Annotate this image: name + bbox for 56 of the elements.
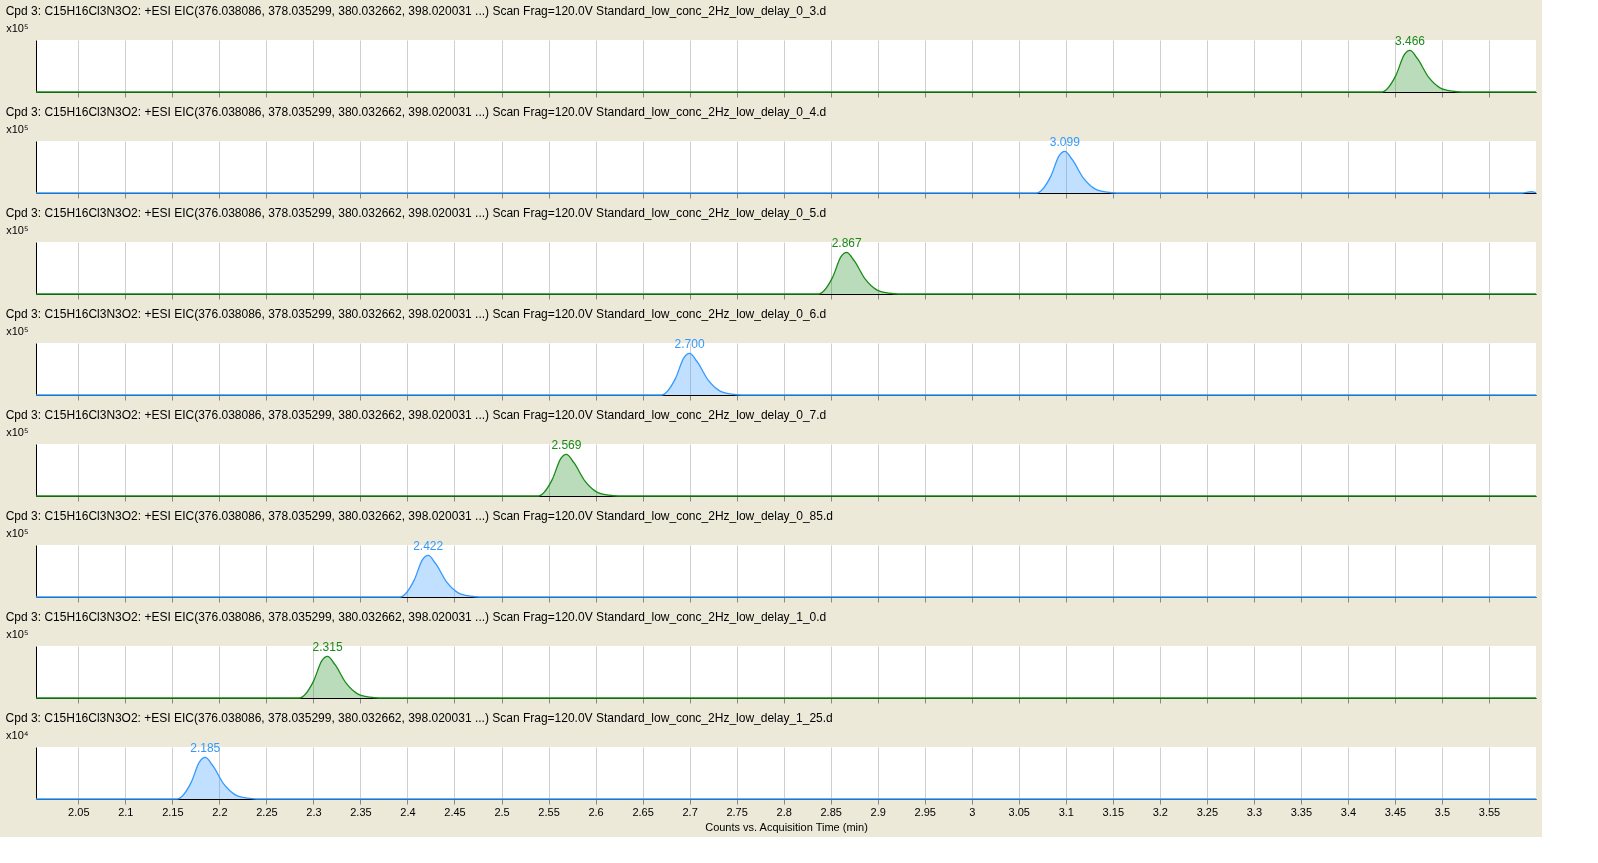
y-axis-title: x10⁵ bbox=[6, 21, 29, 34]
x-tick-label: 3.15 bbox=[1102, 805, 1125, 818]
y-axis-title: x10⁵ bbox=[6, 526, 29, 539]
x-tick-label: 2.4 bbox=[400, 805, 416, 818]
x-tick-label: 2.55 bbox=[538, 805, 560, 818]
y-axis-title: x10⁵ bbox=[6, 627, 29, 640]
x-tick-label: 2.8 bbox=[776, 805, 792, 818]
chart-title: Cpd 3: C15H16Cl3N3O2: +ESI EIC(376.038086, 378.035299, 380.032662, 398.020031 ...) Scan Frag=120.0V Standard_low_conc_2Hz_low_delay_1_0.d bbox=[5, 610, 827, 624]
x-tick-label: 2.6 bbox=[588, 805, 604, 818]
annotation: 2.569 bbox=[551, 438, 582, 453]
y-axis-title: x10⁵ bbox=[6, 425, 29, 438]
x-axis-title: Counts vs. Acquisition Time (min) bbox=[705, 820, 868, 833]
x-tick-label: 2.85 bbox=[820, 805, 842, 818]
x-tick-label: 3.05 bbox=[1008, 805, 1030, 818]
x-tick-label: 3.4 bbox=[1340, 805, 1357, 818]
x-tick-label: 2.65 bbox=[632, 805, 654, 818]
y-axis-title: x10⁴ bbox=[6, 728, 29, 741]
chart-title: Cpd 3: C15H16Cl3N3O2: +ESI EIC(376.038086, 378.035299, 380.032662, 398.020031 ...) Scan Frag=120.0V Standard_low_conc_2Hz_low_delay_0_6.d bbox=[5, 307, 827, 321]
chart-title: Cpd 3: C15H16Cl3N3O2: +ESI EIC(376.038086, 378.035299, 380.032662, 398.020031 ...) Scan Frag=120.0V Standard_low_conc_2Hz_low_delay_1_25.d bbox=[5, 711, 833, 725]
x-tick-label: 2.05 bbox=[68, 805, 90, 818]
annotation: 2.185 bbox=[190, 741, 221, 756]
x-tick-label: 2.2 bbox=[212, 805, 228, 818]
x-tick-label: 2.95 bbox=[914, 805, 936, 818]
annotation: 3.466 bbox=[1394, 34, 1426, 49]
x-tick-label: 3.3 bbox=[1246, 805, 1263, 818]
x-tick-label: 3.25 bbox=[1196, 805, 1219, 818]
x-tick-label: 2.7 bbox=[682, 805, 698, 818]
x-tick-label: 2.35 bbox=[350, 805, 372, 818]
chart-title: Cpd 3: C15H16Cl3N3O2: +ESI EIC(376.038086, 378.035299, 380.032662, 398.020031 ...) Scan Frag=120.0V Standard_low_conc_2Hz_low_delay_0_7.d bbox=[5, 408, 827, 422]
chart-title: Cpd 3: C15H16Cl3N3O2: +ESI EIC(376.038086, 378.035299, 380.032662, 398.020031 ...) Scan Frag=120.0V Standard_low_conc_2Hz_low_delay_0_5.d bbox=[5, 206, 827, 220]
y-axis-title: x10⁵ bbox=[6, 223, 29, 236]
annotation: 3.099 bbox=[1049, 135, 1081, 150]
x-tick-label: 2.15 bbox=[162, 805, 184, 818]
x-tick-label: 2.9 bbox=[870, 805, 886, 818]
annotation: 2.315 bbox=[312, 640, 343, 655]
x-tick-label: 2.45 bbox=[444, 805, 466, 818]
y-axis-title: x10⁵ bbox=[6, 324, 29, 337]
x-tick-label: 3.1 bbox=[1058, 805, 1074, 818]
x-tick-label: 3 bbox=[969, 805, 976, 818]
x-tick-label: 3.45 bbox=[1384, 805, 1407, 818]
annotation: 2.867 bbox=[831, 236, 862, 251]
x-tick-label: 2.5 bbox=[494, 805, 510, 818]
annotation: 2.700 bbox=[674, 337, 705, 352]
chart-title: Cpd 3: C15H16Cl3N3O2: +ESI EIC(376.038086, 378.035299, 380.032662, 398.020031 ...) Scan Frag=120.0V Standard_low_conc_2Hz_low_delay_0_4.d bbox=[5, 105, 827, 119]
x-tick-label: 3.55 bbox=[1478, 805, 1501, 818]
x-tick-label: 2.3 bbox=[306, 805, 322, 818]
chart-title: Cpd 3: C15H16Cl3N3O2: +ESI EIC(376.038086, 378.035299, 380.032662, 398.020031 ...) Scan Frag=120.0V Standard_low_conc_2Hz_low_delay_0_3.d bbox=[5, 4, 827, 18]
x-tick-label: 2.75 bbox=[726, 805, 748, 818]
chart-title: Cpd 3: C15H16Cl3N3O2: +ESI EIC(376.038086, 378.035299, 380.032662, 398.020031 ...) Scan Frag=120.0V Standard_low_conc_2Hz_low_delay_0_85.d bbox=[5, 509, 833, 523]
x-tick-label: 2.25 bbox=[256, 805, 278, 818]
y-axis-title: x10⁵ bbox=[6, 122, 29, 135]
x-tick-label: 2.1 bbox=[118, 805, 134, 818]
x-tick-label: 3.2 bbox=[1152, 805, 1168, 818]
x-tick-label: 3.5 bbox=[1434, 805, 1451, 818]
x-tick-label: 3.35 bbox=[1290, 805, 1313, 818]
annotation: 2.422 bbox=[413, 539, 444, 554]
